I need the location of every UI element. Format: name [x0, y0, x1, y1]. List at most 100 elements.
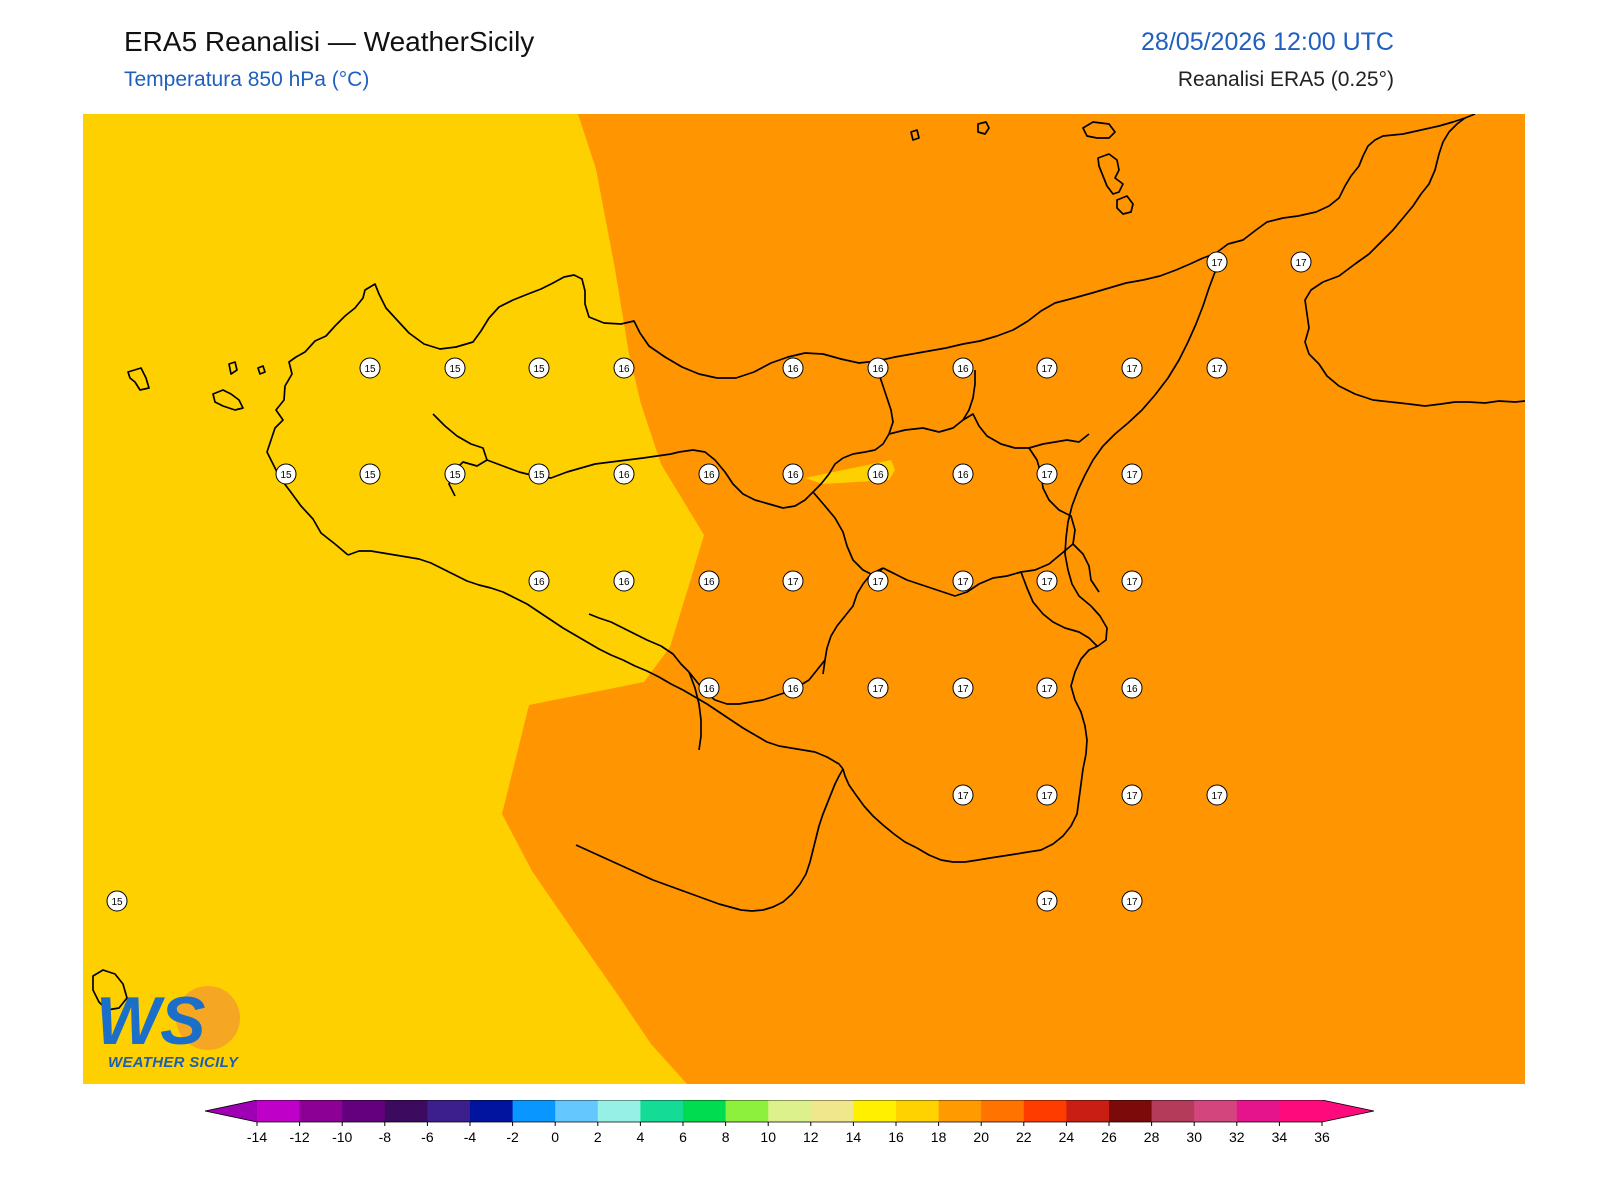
colorbar-swatch [981, 1100, 1025, 1122]
colorbar-tick-label: 8 [722, 1129, 730, 1145]
colorbar-swatch [299, 1100, 343, 1122]
svg-text:17: 17 [957, 684, 969, 695]
logo-text: WEATHER SICILY [108, 1054, 239, 1071]
colorbar-arrow-right [1322, 1100, 1374, 1122]
temperature-label: 15 [359, 463, 381, 485]
colorbar-arrow-left [205, 1100, 257, 1122]
svg-text:16: 16 [787, 364, 799, 375]
colorbar-tick-label: 16 [888, 1129, 904, 1145]
temperature-label: 16 [698, 463, 720, 485]
svg-text:16: 16 [1126, 684, 1138, 695]
coastline-segment [257, 365, 266, 375]
temperature-label: 16 [698, 570, 720, 592]
colorbar-swatch [1023, 1100, 1067, 1122]
coastline-segment [347, 550, 844, 770]
svg-text:17: 17 [1041, 470, 1053, 481]
svg-text:15: 15 [280, 470, 292, 481]
coastline-segment [266, 252, 1224, 863]
coastline-segment [1072, 543, 1100, 593]
temperature-label: 17 [1121, 570, 1143, 592]
temperature-label: 17 [1121, 357, 1143, 379]
colorbar-swatch [1109, 1100, 1153, 1122]
colorbar-tick-label: 14 [846, 1129, 862, 1145]
colorbar-tick-label: 12 [803, 1129, 819, 1145]
colorbar-swatch [725, 1100, 769, 1122]
colorbar-swatch [1194, 1100, 1238, 1122]
svg-text:17: 17 [1211, 364, 1223, 375]
colorbar-swatch [512, 1100, 556, 1122]
colorbar-tick-label: 0 [551, 1129, 559, 1145]
colorbar-swatch [257, 1100, 301, 1122]
temperature-label: 17 [867, 570, 889, 592]
svg-text:16: 16 [872, 470, 884, 481]
temperature-label: 17 [1290, 251, 1312, 273]
colorbar-swatch [938, 1100, 982, 1122]
svg-text:16: 16 [787, 470, 799, 481]
temperature-label: 16 [528, 570, 550, 592]
temperature-label: 16 [952, 463, 974, 485]
colorbar-swatch [342, 1100, 386, 1122]
svg-text:15: 15 [364, 364, 376, 375]
valid-datetime: 28/05/2026 12:00 UTC [1141, 28, 1394, 56]
svg-text:WS: WS [96, 983, 206, 1054]
coastline-segment [1322, 117, 1466, 283]
svg-text:17: 17 [1126, 791, 1138, 802]
colorbar-swatch [1279, 1100, 1323, 1122]
temperature-label: 17 [1121, 784, 1143, 806]
colorbar-tick-label: 24 [1059, 1129, 1075, 1145]
colorbar-swatch [1151, 1100, 1195, 1122]
coastline-segment [1215, 114, 1476, 254]
colorbar-tick-label: 4 [637, 1129, 645, 1145]
colorbar-tick-label: -10 [332, 1129, 352, 1145]
coastline-segment [1116, 195, 1134, 215]
coastline-segment [127, 367, 150, 391]
temperature-label: 16 [613, 570, 635, 592]
coastline-segment [888, 413, 1090, 449]
colorbar-tick-label: 6 [679, 1129, 687, 1145]
temperature-label: 16 [867, 357, 889, 379]
temperature-label: 17 [1206, 357, 1228, 379]
svg-text:16: 16 [703, 684, 715, 695]
data-source: Reanalisi ERA5 (0.25°) [1177, 68, 1394, 91]
svg-text:15: 15 [111, 897, 123, 908]
colorbar-swatch [555, 1100, 599, 1122]
temperature-label: 16 [613, 357, 635, 379]
map-title: ERA5 Reanalisi — WeatherSicily [124, 26, 535, 57]
temperature-label: 17 [782, 570, 804, 592]
temperature-label: 17 [952, 677, 974, 699]
temperature-label: 15 [444, 357, 466, 379]
colorbar-tick-label: 28 [1144, 1129, 1160, 1145]
colorbar-swatch [853, 1100, 897, 1122]
temperature-label: 16 [782, 463, 804, 485]
temperature-map: 15 15 15 16 16 16 16 17 17 17 15 15 15 15 16 16 16 16 16 17… [83, 114, 1525, 1084]
svg-text:17: 17 [1126, 364, 1138, 375]
temperature-label: 17 [1121, 463, 1143, 485]
temperature-label: 16 [1121, 677, 1143, 699]
svg-text:17: 17 [1126, 577, 1138, 588]
band-14-16 [83, 114, 704, 1084]
colorbar-swatch [384, 1100, 428, 1122]
colorbar-tick-label: -6 [421, 1129, 434, 1145]
temperature-label: 17 [1121, 890, 1143, 912]
coastline-segment [1082, 121, 1116, 139]
temperature-label: 17 [1036, 677, 1058, 699]
coastline-segment [1304, 281, 1525, 407]
temperature-label: 17 [952, 784, 974, 806]
coastline-segment [212, 389, 244, 411]
colorbar-tick-label: 36 [1314, 1129, 1330, 1145]
svg-text:16: 16 [957, 364, 969, 375]
colorbar-swatch [896, 1100, 940, 1122]
colorbar-tick-label: 18 [931, 1129, 947, 1145]
svg-text:17: 17 [1041, 684, 1053, 695]
svg-text:16: 16 [787, 684, 799, 695]
coastline-segment [228, 361, 238, 375]
temperature-label: 16 [952, 357, 974, 379]
temperature-label: 15 [106, 890, 128, 912]
temperature-label: 17 [1206, 251, 1228, 273]
coastline-segment [977, 121, 990, 135]
colorbar-tick-label: 10 [760, 1129, 776, 1145]
svg-text:16: 16 [618, 470, 630, 481]
svg-text:17: 17 [1041, 577, 1053, 588]
svg-text:15: 15 [533, 470, 545, 481]
temperature-label: 17 [1036, 570, 1058, 592]
